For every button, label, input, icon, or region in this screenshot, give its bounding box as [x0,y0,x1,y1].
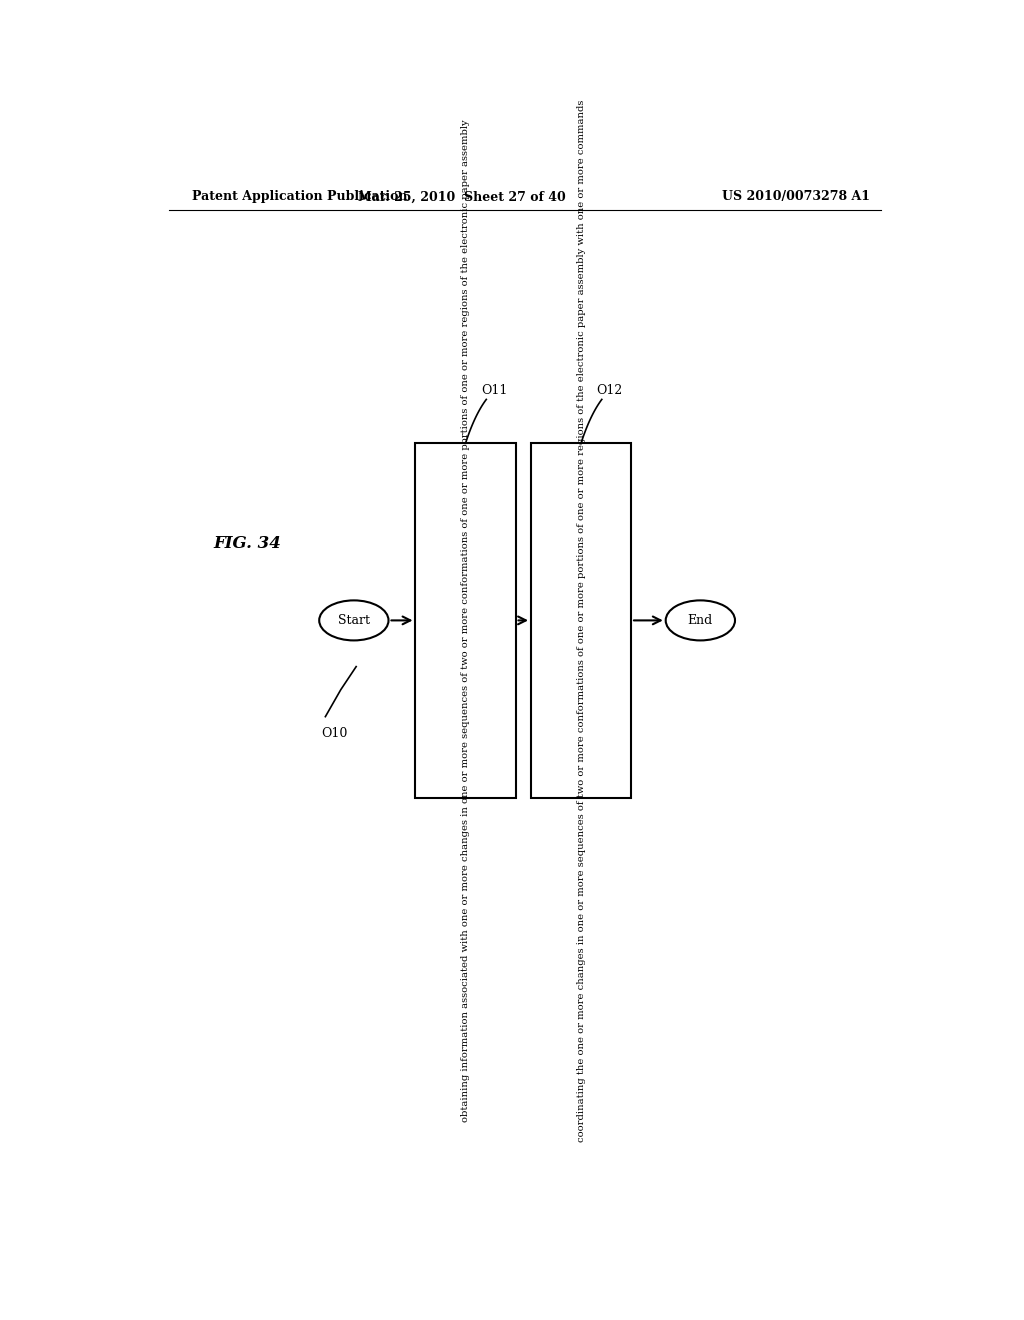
Text: End: End [688,614,713,627]
Text: O10: O10 [322,726,348,739]
Ellipse shape [666,601,735,640]
Text: O11: O11 [481,384,507,397]
Text: obtaining information associated with one or more changes in one or more sequenc: obtaining information associated with on… [461,119,470,1122]
Text: US 2010/0073278 A1: US 2010/0073278 A1 [722,190,869,203]
Text: Patent Application Publication: Patent Application Publication [193,190,408,203]
Text: FIG. 34: FIG. 34 [214,535,282,552]
Text: O12: O12 [596,384,623,397]
FancyBboxPatch shape [531,444,631,797]
Text: Mar. 25, 2010  Sheet 27 of 40: Mar. 25, 2010 Sheet 27 of 40 [357,190,565,203]
Ellipse shape [319,601,388,640]
FancyBboxPatch shape [416,444,515,797]
Text: coordinating the one or more changes in one or more sequences of two or more con: coordinating the one or more changes in … [577,99,586,1142]
Text: Start: Start [338,614,370,627]
